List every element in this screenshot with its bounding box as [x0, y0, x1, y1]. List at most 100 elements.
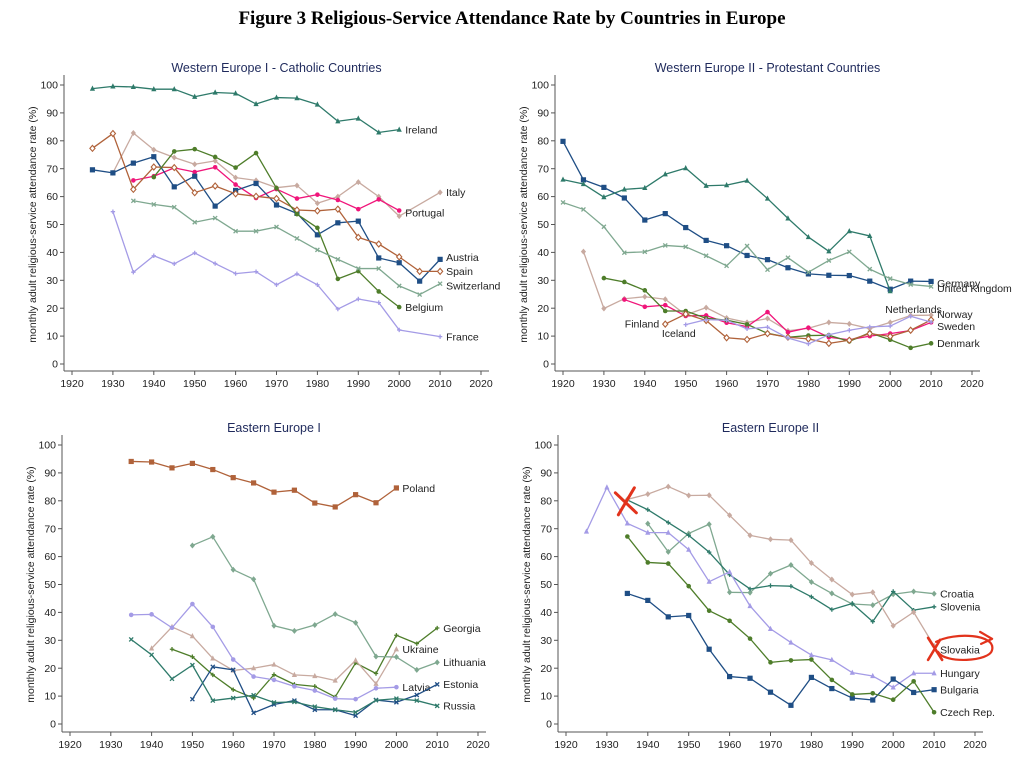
data-point: [396, 126, 402, 132]
data-point: [767, 536, 774, 543]
data-point: [356, 206, 361, 212]
data-point: [826, 332, 832, 337]
data-point: [212, 89, 218, 95]
data-point: [867, 266, 873, 272]
data-point: [601, 275, 607, 281]
series-bulgaria: Bulgaria: [624, 590, 979, 708]
data-point: [931, 709, 937, 715]
x-tick-label: 2000: [385, 739, 409, 751]
data-point: [171, 149, 177, 154]
data-point: [230, 475, 236, 481]
data-point: [928, 312, 934, 319]
data-point: [805, 233, 811, 240]
series-line-norway: [582, 251, 932, 332]
data-point: [908, 345, 913, 351]
data-point: [395, 253, 403, 261]
x-tick-label: 2010: [919, 378, 943, 390]
panel-title: Eastern Europe II: [722, 421, 819, 435]
data-point: [662, 211, 668, 217]
data-point: [683, 244, 689, 250]
data-point: [437, 334, 443, 339]
data-point: [642, 304, 648, 310]
data-point: [149, 612, 154, 617]
panel-title: Eastern Europe I: [227, 421, 321, 435]
series-line-latvia: [131, 603, 397, 700]
data-point: [437, 281, 443, 287]
data-point: [890, 622, 896, 629]
data-point: [291, 487, 297, 493]
data-point: [291, 627, 297, 634]
series-czech-rep: Czech Rep.: [625, 534, 995, 719]
data-point: [334, 205, 342, 213]
data-point: [890, 684, 896, 690]
y-tick-label: 0: [52, 359, 58, 371]
data-point: [645, 597, 651, 604]
data-point: [354, 233, 362, 242]
series-line-hungary: [585, 486, 935, 689]
series-croatia: Croatia: [645, 520, 974, 609]
data-point: [211, 182, 219, 190]
data-point: [849, 669, 855, 675]
data-point: [642, 217, 648, 223]
data-point: [706, 549, 712, 555]
data-point: [376, 266, 382, 272]
y-tick-label: 20: [537, 303, 549, 315]
data-point: [662, 242, 668, 248]
data-point: [911, 679, 916, 684]
data-point: [251, 674, 256, 679]
y-tick-label: 50: [537, 219, 549, 231]
data-point: [314, 206, 321, 215]
data-point: [335, 197, 341, 203]
series-label: Iceland: [662, 328, 696, 340]
data-point: [212, 215, 218, 221]
data-point: [727, 618, 732, 624]
data-point: [665, 561, 671, 566]
series-label: Estonia: [443, 679, 478, 691]
data-point: [764, 315, 771, 322]
data-point: [703, 253, 709, 259]
data-point: [601, 194, 607, 200]
data-point: [911, 588, 917, 595]
data-point: [192, 169, 197, 175]
x-tick-label: 1980: [306, 378, 330, 390]
data-point: [604, 484, 610, 490]
data-point: [767, 570, 774, 577]
data-point: [829, 656, 835, 662]
x-tick-label: 1930: [101, 378, 125, 390]
data-point: [332, 696, 338, 701]
series-label: Hungary: [940, 668, 980, 680]
data-point: [846, 320, 852, 327]
data-point: [149, 459, 155, 465]
series-label: Sweden: [937, 321, 975, 333]
data-point: [642, 293, 648, 300]
series-label: Italy: [446, 187, 466, 199]
data-point: [150, 163, 158, 171]
x-tick-label: 1980: [800, 739, 824, 751]
data-point: [128, 612, 134, 618]
data-point: [130, 185, 137, 194]
data-point: [434, 681, 440, 687]
x-tick-label: 1960: [224, 378, 248, 390]
data-point: [645, 560, 651, 565]
data-point: [724, 317, 729, 323]
series-label: Germany: [937, 278, 981, 290]
data-point: [210, 533, 216, 540]
series-line-finland: [664, 313, 932, 345]
data-point: [312, 672, 318, 679]
data-point: [376, 197, 382, 202]
data-point: [662, 296, 668, 303]
data-point: [273, 202, 280, 208]
y-tick-label: 80: [537, 135, 549, 147]
data-point: [230, 667, 236, 673]
data-point: [396, 213, 402, 220]
data-point: [434, 703, 440, 709]
y-tick-label: 80: [44, 495, 56, 507]
data-point: [931, 670, 937, 676]
data-point: [829, 590, 835, 597]
y-tick-label: 40: [540, 607, 552, 619]
data-point: [376, 289, 382, 294]
series-label: Bulgaria: [940, 684, 979, 696]
data-point: [665, 483, 671, 490]
data-point: [233, 165, 238, 170]
data-point: [271, 672, 277, 677]
